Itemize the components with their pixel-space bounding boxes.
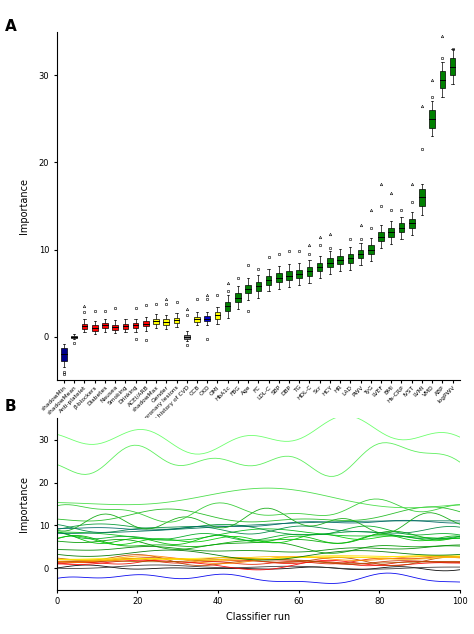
Bar <box>255 282 261 290</box>
Bar <box>123 324 128 329</box>
Bar <box>296 269 302 278</box>
Bar <box>61 348 67 361</box>
Bar <box>225 302 230 311</box>
Bar <box>266 276 272 285</box>
Bar <box>307 267 312 276</box>
Bar <box>215 311 220 318</box>
Bar <box>92 325 98 331</box>
Bar <box>72 336 77 338</box>
Bar <box>399 224 404 232</box>
Bar <box>347 254 353 262</box>
Bar <box>419 189 425 206</box>
Bar <box>368 245 374 254</box>
Bar <box>204 316 210 321</box>
Bar <box>439 71 445 88</box>
Bar <box>235 293 241 302</box>
Bar <box>286 271 292 280</box>
Bar <box>409 219 415 228</box>
Bar <box>429 110 435 127</box>
Bar <box>112 325 118 330</box>
Bar <box>143 321 149 327</box>
Y-axis label: Importance: Importance <box>18 178 28 234</box>
Text: A: A <box>5 19 17 34</box>
Bar <box>327 259 333 267</box>
Bar <box>378 232 384 241</box>
Text: B: B <box>5 399 17 415</box>
Bar <box>173 318 179 323</box>
Bar <box>450 58 456 75</box>
Bar <box>194 317 200 322</box>
Bar <box>337 256 343 264</box>
Bar <box>358 250 364 259</box>
Bar <box>317 262 322 271</box>
Bar <box>133 323 138 328</box>
Bar <box>184 335 190 339</box>
Bar <box>245 285 251 293</box>
Bar <box>82 324 87 329</box>
Bar <box>389 228 394 236</box>
X-axis label: Classifier run: Classifier run <box>226 612 291 622</box>
Bar <box>276 273 282 282</box>
Bar <box>153 318 159 324</box>
Bar <box>164 320 169 325</box>
Bar <box>102 323 108 328</box>
Y-axis label: Importance: Importance <box>18 476 28 532</box>
